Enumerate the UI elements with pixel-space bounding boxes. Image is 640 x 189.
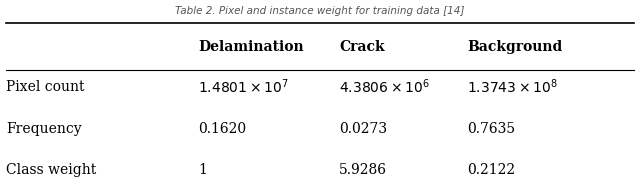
Text: Frequency: Frequency	[6, 122, 82, 136]
Text: 0.2122: 0.2122	[467, 163, 515, 177]
Text: 1: 1	[198, 163, 207, 177]
Text: $4.3806 \times 10^{6}$: $4.3806 \times 10^{6}$	[339, 78, 430, 96]
Text: Table 2. Pixel and instance weight for training data [14]: Table 2. Pixel and instance weight for t…	[175, 6, 465, 16]
Text: Crack: Crack	[339, 40, 385, 54]
Text: 0.1620: 0.1620	[198, 122, 246, 136]
Text: $1.3743 \times 10^{8}$: $1.3743 \times 10^{8}$	[467, 78, 558, 96]
Text: Delamination: Delamination	[198, 40, 304, 54]
Text: 5.9286: 5.9286	[339, 163, 387, 177]
Text: Background: Background	[467, 40, 563, 54]
Text: $1.4801 \times 10^{7}$: $1.4801 \times 10^{7}$	[198, 78, 289, 96]
Text: 0.0273: 0.0273	[339, 122, 387, 136]
Text: 0.7635: 0.7635	[467, 122, 515, 136]
Text: Pixel count: Pixel count	[6, 80, 85, 94]
Text: Class weight: Class weight	[6, 163, 97, 177]
